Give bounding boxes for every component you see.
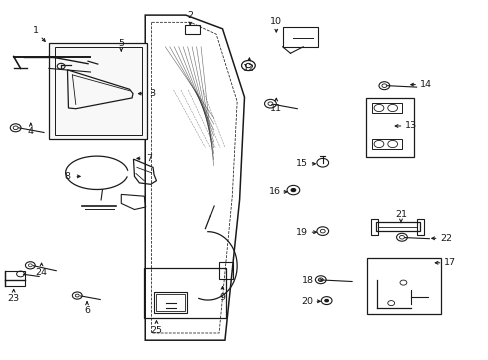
Text: 10: 10	[270, 17, 282, 26]
Bar	[219, 262, 232, 279]
Text: 7: 7	[146, 154, 152, 163]
Text: 24: 24	[36, 268, 47, 277]
Text: 12: 12	[243, 64, 255, 73]
Bar	[55, 47, 142, 135]
Text: 13: 13	[404, 122, 416, 130]
Text: 9: 9	[219, 292, 225, 302]
Text: 2: 2	[187, 10, 193, 19]
Text: 17: 17	[443, 258, 455, 267]
Text: 25: 25	[150, 325, 162, 335]
Circle shape	[324, 299, 328, 302]
Bar	[144, 268, 226, 318]
Text: 23: 23	[8, 294, 20, 303]
Text: 14: 14	[419, 80, 430, 89]
Bar	[5, 271, 25, 286]
Text: 15: 15	[296, 159, 307, 168]
Text: 11: 11	[270, 104, 282, 112]
Text: 18: 18	[302, 276, 313, 284]
Text: 3: 3	[149, 89, 155, 98]
Text: 8: 8	[64, 172, 70, 181]
Bar	[366, 258, 440, 314]
Text: 6: 6	[84, 306, 90, 315]
Bar	[154, 292, 187, 313]
Bar	[156, 294, 184, 311]
Bar	[365, 98, 413, 157]
Bar	[282, 27, 317, 47]
Text: 20: 20	[301, 297, 312, 306]
Bar	[184, 25, 199, 34]
Bar	[416, 219, 424, 235]
Text: 4: 4	[28, 127, 34, 136]
Text: 5: 5	[118, 39, 124, 48]
Bar	[370, 219, 377, 235]
Text: 22: 22	[439, 234, 451, 243]
Bar	[371, 139, 401, 149]
Bar	[49, 43, 146, 139]
Text: 19: 19	[296, 228, 307, 237]
Text: 16: 16	[268, 187, 280, 197]
Circle shape	[290, 188, 296, 192]
Text: 1: 1	[33, 26, 39, 35]
Bar	[375, 222, 419, 231]
Bar	[371, 103, 401, 113]
Text: 21: 21	[394, 210, 406, 219]
